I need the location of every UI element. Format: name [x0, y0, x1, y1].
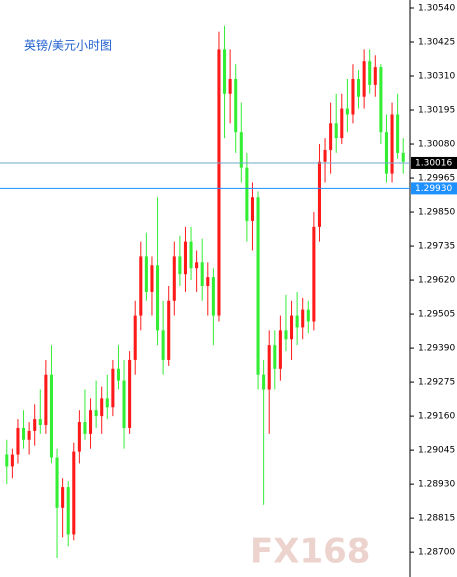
candle-body [83, 422, 87, 434]
candle-body [351, 78, 355, 115]
price-label: 1.30016 [415, 158, 452, 168]
y-tick-label: 1.29850 [418, 208, 455, 218]
y-tick-label: 1.29505 [418, 310, 455, 320]
candle-body [189, 241, 193, 269]
candle-body [368, 61, 372, 85]
candle-body [295, 315, 299, 328]
candle-body [172, 256, 176, 301]
candle-body [105, 398, 109, 408]
watermark: FX168 [250, 532, 370, 572]
candle-body [340, 108, 344, 139]
candle-body [94, 410, 98, 417]
candle-body [278, 330, 282, 369]
y-tick-label: 1.29965 [418, 174, 455, 184]
y-tick-label: 1.30080 [418, 140, 455, 150]
candle-body [301, 309, 305, 328]
candle-body [329, 123, 333, 150]
candle-body [27, 430, 31, 440]
candle-body [217, 49, 221, 316]
candle-body [156, 265, 160, 331]
candle-body [122, 380, 126, 428]
candle-body [312, 226, 316, 322]
candle-body [345, 108, 349, 115]
candle-body [100, 398, 104, 417]
candle-body [5, 454, 9, 467]
candle-body [178, 256, 182, 275]
price-label: 1.29930 [415, 184, 452, 194]
candle-body [206, 277, 210, 286]
candle-body [61, 487, 65, 508]
y-tick-label: 1.28815 [418, 514, 455, 524]
y-tick-label: 1.30310 [418, 72, 455, 82]
candle-body [22, 427, 26, 440]
y-tick-label: 1.29045 [418, 446, 455, 456]
candle-body [290, 315, 294, 340]
y-tick-label: 1.30425 [418, 37, 455, 47]
candle-body [362, 61, 366, 97]
candle-body [262, 374, 266, 390]
y-tick-label: 1.29390 [418, 344, 455, 354]
candle-body [267, 345, 271, 390]
candle-body [401, 152, 405, 162]
candle-body [390, 114, 394, 174]
y-tick-label: 1.30540 [418, 3, 455, 13]
candle-body [77, 422, 81, 452]
candle-body [250, 197, 254, 221]
candle-body [373, 67, 377, 85]
candle-body [323, 149, 327, 162]
chart-title: 英镑/美元小时图 [24, 38, 112, 53]
candle-body [72, 451, 76, 535]
candle-body [223, 49, 227, 94]
candle-body [273, 345, 277, 369]
candle-body [211, 277, 215, 316]
candle-body [384, 132, 388, 174]
candle-body [66, 487, 70, 535]
candle-body [150, 265, 154, 292]
candle-body [139, 256, 143, 316]
candle-body [111, 368, 115, 408]
candle-body [234, 78, 238, 133]
candle-body [239, 132, 243, 168]
y-tick-label: 1.29160 [418, 412, 455, 422]
candle-body [256, 197, 260, 375]
candle-body [183, 241, 187, 275]
candle-body [245, 167, 249, 221]
candle-body [167, 300, 171, 360]
candle-body [55, 457, 59, 508]
candle-body [334, 123, 338, 139]
price-label-box [411, 182, 457, 195]
candle-body [89, 410, 93, 434]
candle-body [16, 427, 20, 455]
candle-body [38, 419, 42, 425]
candle-body [49, 374, 53, 458]
candle-body [161, 330, 165, 360]
y-tick-label: 1.28930 [418, 480, 455, 490]
candle-body [44, 374, 48, 425]
candle-body [317, 161, 321, 227]
y-tick-label: 1.29620 [418, 276, 455, 286]
candle-body [284, 330, 288, 340]
candle-body [200, 262, 204, 286]
candle-body [10, 454, 14, 467]
y-tick-label: 1.29275 [418, 378, 455, 388]
candle-body [133, 315, 137, 360]
candle-body [357, 78, 361, 97]
candle-body [128, 359, 132, 428]
candle-body [144, 256, 148, 292]
candle-body [116, 368, 120, 381]
candle-body [195, 262, 199, 269]
y-tick-label: 1.30195 [418, 106, 455, 116]
candle-body [33, 419, 37, 431]
candle-body [228, 78, 232, 94]
candle-body [306, 309, 310, 322]
price-label-box [411, 156, 457, 169]
candle-body [379, 67, 383, 133]
y-tick-label: 1.29735 [418, 242, 455, 252]
candle-body [396, 114, 400, 153]
y-tick-label: 1.28700 [418, 548, 455, 558]
